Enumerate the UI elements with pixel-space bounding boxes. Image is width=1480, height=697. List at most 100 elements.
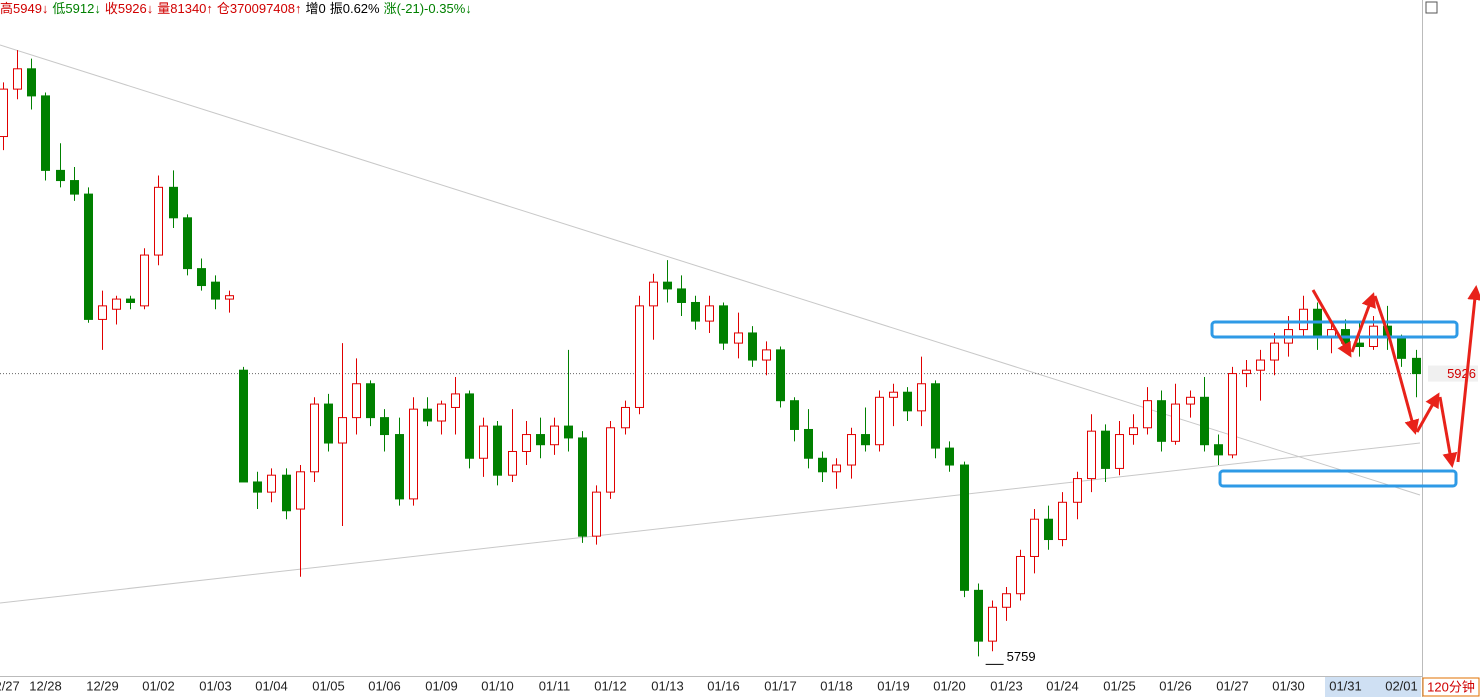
x-tick-label: 01/12 — [594, 678, 627, 693]
quote-header: 高5949↓ 低5912↓ 收5926↓ 量81340↑ 仓370097408↑ 增0 振0… — [0, 0, 476, 18]
zone-box — [1210, 320, 1459, 339]
candle-body — [875, 396, 884, 446]
x-tick-label: 01/05 — [312, 678, 345, 693]
period-box — [1422, 677, 1480, 697]
candle-body — [324, 403, 333, 444]
candle-body — [1073, 478, 1082, 503]
trend-line — [0, 442, 1421, 604]
candle-body — [1186, 396, 1195, 405]
candle-body — [1171, 403, 1180, 442]
candle-body — [776, 349, 785, 402]
candle-body — [762, 349, 771, 361]
candle-body — [748, 332, 757, 361]
candle-body — [1115, 434, 1124, 469]
candle-body — [183, 217, 192, 270]
candle-body — [663, 281, 672, 290]
candle-body — [197, 268, 206, 287]
candle-body — [606, 427, 615, 493]
drawn-arrow — [1415, 392, 1440, 433]
candle-body — [988, 606, 997, 642]
x-tick-label: 01/25 — [1103, 678, 1136, 693]
candle-body — [1299, 308, 1308, 331]
candle-body — [818, 457, 827, 473]
candle-body — [437, 403, 446, 422]
candle-body — [282, 474, 291, 512]
x-tick-label: 01/03 — [199, 678, 232, 693]
x-tick-label: 01/02 — [142, 678, 175, 693]
candle-body — [169, 186, 178, 219]
x-tick-label: 01/13 — [651, 678, 684, 693]
window-icon[interactable] — [1425, 1, 1438, 14]
candle-body — [1200, 396, 1209, 446]
x-tick-label: 01/10 — [481, 678, 514, 693]
drawn-arrow — [1438, 396, 1458, 468]
drawn-arrow — [1373, 295, 1420, 435]
candle-body — [352, 383, 361, 419]
x-tick-label: 01/18 — [820, 678, 853, 693]
candle-body — [861, 434, 870, 446]
drawn-arrow — [1311, 289, 1352, 358]
quote-field: 高5949↓ — [0, 1, 49, 16]
candle-body — [13, 68, 22, 90]
quote-field: 收5926↓ — [104, 1, 154, 16]
candle-body — [1030, 518, 1039, 557]
candle-body — [1256, 359, 1265, 371]
candle-body — [154, 186, 163, 256]
candle-body — [1002, 593, 1011, 608]
x-tick-label: 01/19 — [877, 678, 910, 693]
candle-body — [451, 393, 460, 408]
candle-body — [253, 481, 262, 493]
candle-body — [1397, 335, 1406, 359]
candle-body — [1242, 369, 1251, 375]
candle-body — [847, 434, 856, 466]
candle-body — [267, 474, 276, 493]
drawn-arrow — [1456, 285, 1480, 463]
candle-body — [1143, 400, 1152, 429]
candle-body — [691, 301, 700, 322]
x-tick-label: 12/28 — [29, 678, 62, 693]
candle-body — [0, 88, 8, 138]
candle-body — [239, 369, 248, 483]
candle-body — [1129, 427, 1138, 436]
x-tick-label: 01/16 — [707, 678, 740, 693]
candle-body — [465, 393, 474, 459]
candle-body — [310, 403, 319, 473]
candle-body — [296, 471, 305, 510]
candle-body — [1228, 373, 1237, 456]
x-tick-label: 01/09 — [425, 678, 458, 693]
candle-body — [41, 95, 50, 171]
candle-body — [1016, 555, 1025, 595]
candle-body — [112, 298, 121, 310]
candle-body — [1157, 400, 1166, 442]
x-tick-label: 01/06 — [368, 678, 401, 693]
candle-body — [56, 169, 65, 182]
x-tick-label: 12/29 — [86, 678, 119, 693]
candle-body — [27, 68, 36, 97]
candle-body — [705, 305, 714, 322]
x-tick-label: 01/04 — [255, 678, 288, 693]
candle-body — [1087, 430, 1096, 480]
quote-field: 涨(-21)-0.35%↓ — [383, 1, 472, 16]
quote-field: 振0.62% — [329, 1, 380, 16]
candle-body — [1412, 357, 1421, 375]
candle-body — [931, 383, 940, 449]
x-tick-label: 01/30 — [1272, 678, 1305, 693]
x-tick-label: 12/27 — [0, 678, 20, 693]
candle-body — [649, 281, 658, 307]
candle-body — [126, 298, 135, 303]
x-tick-label: 01/17 — [764, 678, 797, 693]
candle-body — [1058, 501, 1067, 541]
x-tick-label: 01/23 — [990, 678, 1023, 693]
candle-body — [1327, 329, 1336, 337]
candle-body — [84, 193, 93, 320]
candle-body — [635, 305, 644, 408]
candle-body — [945, 447, 954, 466]
candle-body — [70, 180, 79, 195]
candle-body — [140, 254, 149, 307]
last-price-label: 5926 — [1447, 366, 1476, 381]
candle-body — [832, 464, 841, 473]
candle-body — [804, 428, 813, 459]
x-tick-label: 01/31 — [1329, 678, 1362, 693]
candle-body — [380, 417, 389, 436]
